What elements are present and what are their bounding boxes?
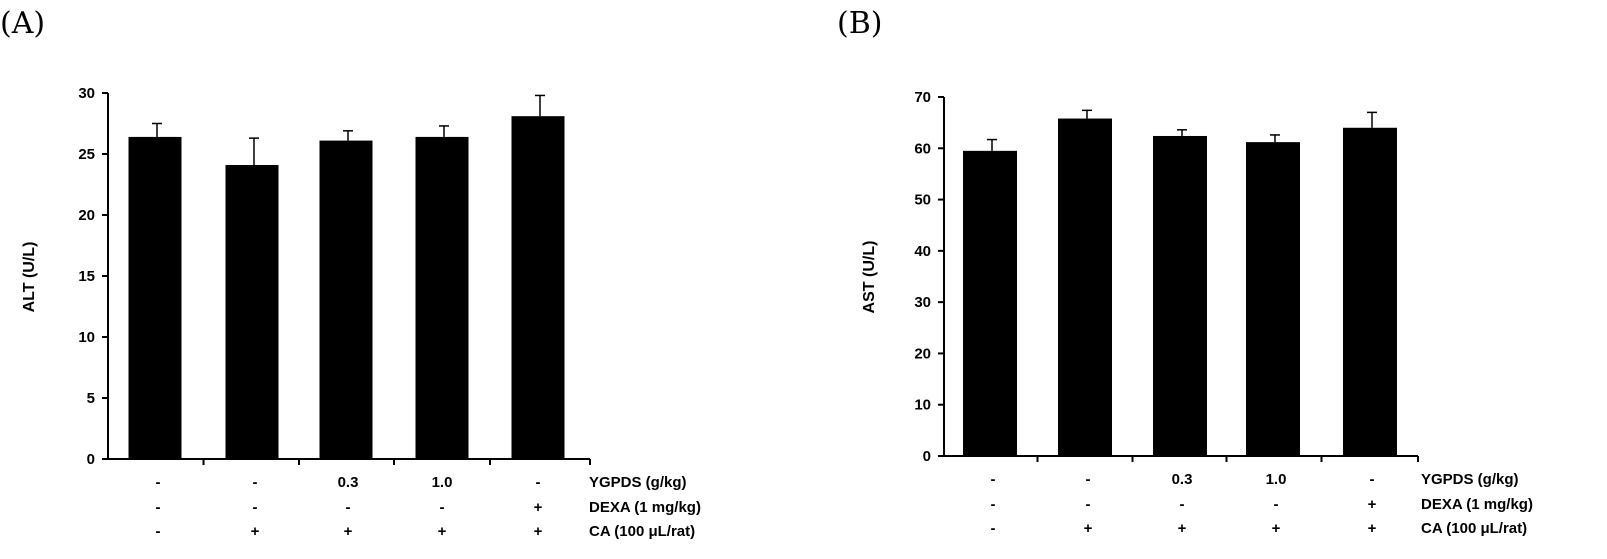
y-tick-label-a-4: 20 [78, 207, 95, 224]
x-ticks-a [202, 459, 591, 465]
x-ticks-b [1036, 456, 1419, 462]
bars-b [963, 109, 1397, 457]
bar-a-0 [128, 136, 182, 460]
treat-a-r1-c0: - [156, 499, 161, 516]
treat-b-r0-c3: 1.0 [1266, 471, 1287, 488]
y-tick-label-b-4: 40 [914, 243, 931, 260]
treat-b-r1-c1: - [1086, 496, 1091, 513]
treat-b-r0-c4: - [1370, 471, 1375, 488]
bar-b-2 [1153, 135, 1207, 456]
bar-b-3 [1246, 142, 1300, 457]
y-axis-title-b: AST (U/L) [861, 241, 878, 314]
treat-a-r0-c2: 0.3 [338, 474, 359, 491]
treat-b-r1-c4: + [1368, 496, 1377, 513]
y-tick-label-b-2: 20 [914, 345, 931, 362]
treat-b-r0-c1: - [1086, 471, 1091, 488]
y-tick-label-a-1: 5 [87, 390, 95, 407]
y-tick-label-b-1: 10 [914, 397, 931, 414]
treat-a-r0-c1: - [253, 474, 258, 491]
treat-a-r2-c2: + [344, 523, 353, 540]
y-tick-label-b-3: 30 [914, 294, 931, 311]
treat-a-r2-c1: + [251, 523, 260, 540]
treat-b-r2-c2: + [1178, 520, 1187, 537]
treat-a-label-2: CA (100 μL/rat) [589, 523, 695, 540]
treat-b-r2-c3: + [1272, 520, 1281, 537]
y-ticks-a: 0 5 10 15 20 25 30 [78, 85, 108, 468]
y-tick-label-a-5: 25 [78, 146, 95, 163]
panel-label-a: (A) [0, 6, 45, 41]
treat-a-r1-c3: - [440, 499, 445, 516]
panel-a: (A) ALT (U/L) 0 5 10 15 20 25 30 - - 0.3 1.0 -… [0, 6, 701, 540]
panel-b: (B) AST (U/L) 0 10 20 30 40 50 60 70 - - 0.3 1.… [837, 6, 1533, 537]
treat-a-r2-c3: + [438, 523, 447, 540]
treat-a-r2-c0: - [156, 523, 161, 540]
treat-a-r0-c4: - [536, 474, 541, 491]
treat-b-r2-c0: - [991, 520, 996, 537]
treat-b-r2-c4: + [1368, 520, 1377, 537]
treat-a-r1-c4: + [534, 499, 543, 516]
treat-b-r1-c2: - [1180, 496, 1185, 513]
panel-label-b: (B) [837, 6, 882, 41]
bar-a-1 [225, 164, 279, 460]
treat-b-r2-c1: + [1084, 520, 1093, 537]
treat-a-label-0: YGPDS (g/kg) [589, 474, 687, 491]
y-tick-label-a-3: 15 [78, 268, 95, 285]
y-tick-label-b-0: 0 [923, 448, 931, 465]
treat-a-r0-c0: - [156, 474, 161, 491]
bar-a-2 [319, 140, 373, 459]
treat-a-r0-c3: 1.0 [432, 474, 453, 491]
bar-a-3 [415, 136, 469, 460]
y-tick-label-a-2: 10 [78, 329, 95, 346]
bars-a [128, 94, 565, 460]
y-tick-label-a-0: 0 [87, 451, 95, 468]
bar-b-0 [963, 150, 1017, 456]
treat-a-r1-c1: - [253, 499, 258, 516]
treatment-table-a: - - 0.3 1.0 - YGPDS (g/kg) - - - - + DEX… [156, 474, 701, 540]
bar-a-4 [511, 116, 565, 460]
treat-a-label-1: DEXA (1 mg/kg) [589, 499, 701, 516]
treatment-table-b: - - 0.3 1.0 - YGPDS (g/kg) - - - - + DEX… [991, 471, 1533, 537]
treat-b-label-2: CA (100 μL/rat) [1421, 520, 1527, 537]
treat-b-label-0: YGPDS (g/kg) [1421, 471, 1519, 488]
treat-b-label-1: DEXA (1 mg/kg) [1421, 496, 1533, 513]
y-axis-title-a: ALT (U/L) [21, 242, 38, 313]
treat-a-r2-c4: + [534, 523, 543, 540]
bar-b-4 [1343, 127, 1397, 457]
y-ticks-b: 0 10 20 30 40 50 60 70 [914, 89, 944, 465]
treat-b-r0-c2: 0.3 [1172, 471, 1193, 488]
treat-b-r0-c0: - [991, 471, 996, 488]
y-tick-label-b-5: 50 [914, 192, 931, 209]
bar-b-1 [1058, 118, 1112, 456]
y-tick-label-a-6: 30 [78, 85, 95, 102]
treat-b-r1-c3: - [1274, 496, 1279, 513]
treat-a-r1-c2: - [346, 499, 351, 516]
y-tick-label-b-7: 70 [914, 89, 931, 106]
treat-b-r1-c0: - [991, 496, 996, 513]
y-tick-label-b-6: 60 [914, 140, 931, 157]
